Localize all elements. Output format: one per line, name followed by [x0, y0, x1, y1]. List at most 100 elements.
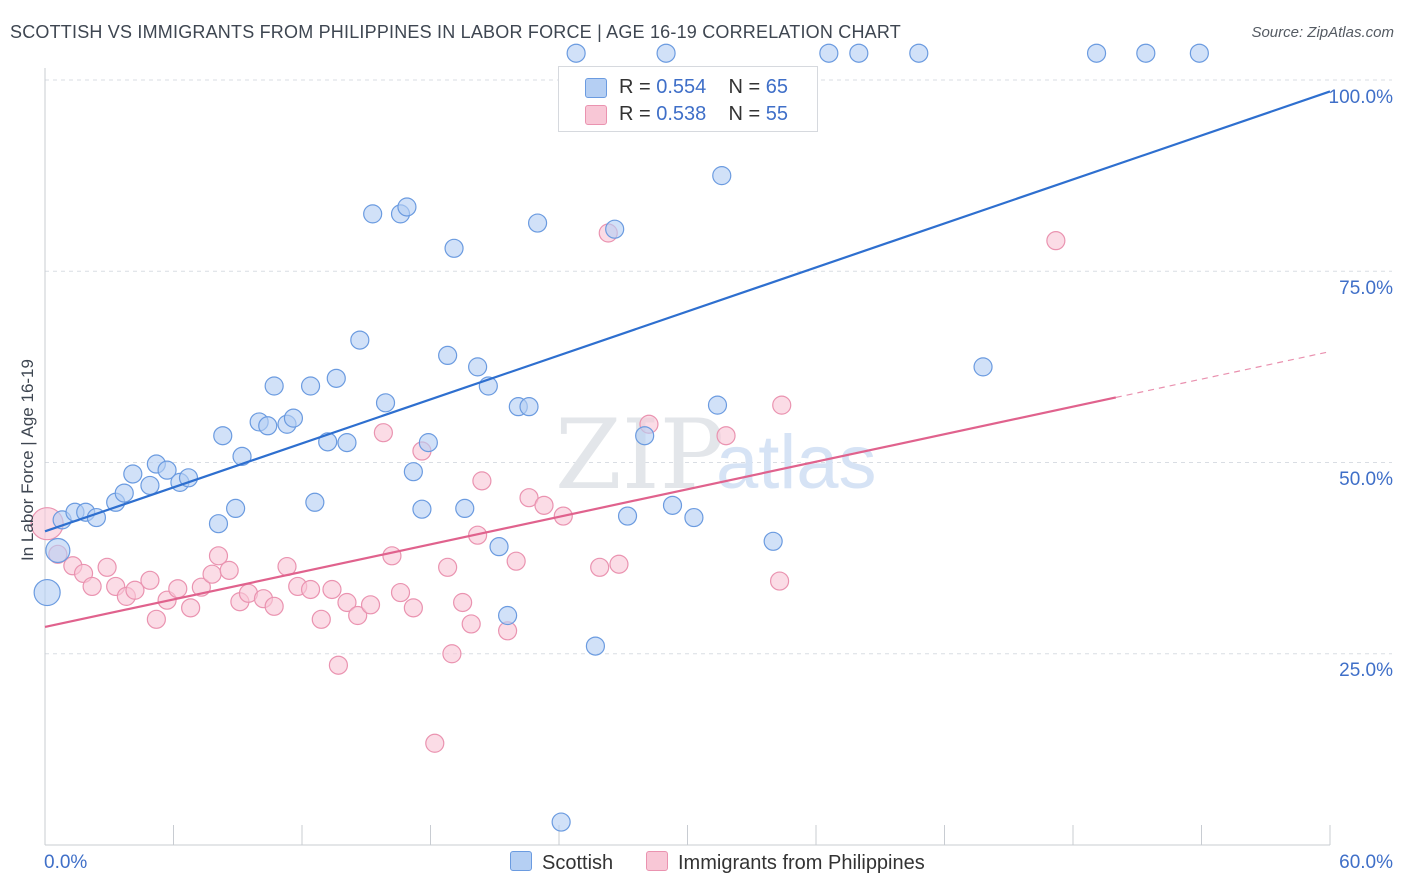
y-tick-label-25: 25.0%: [1339, 660, 1393, 681]
point-scottish-25: [318, 432, 338, 452]
point-philippines-24: [300, 579, 321, 600]
point-philippines-25: [311, 609, 331, 629]
point-scottish-9: [140, 475, 160, 496]
series-scottish-points: [33, 43, 1209, 832]
point-scottish-46: [551, 812, 571, 832]
point-philippines-33: [390, 582, 411, 603]
point-scottish-14: [208, 514, 229, 534]
legend-n-value: 55: [765, 103, 789, 125]
legend-swatch-pink: [585, 105, 607, 125]
point-philippines-44: [506, 551, 526, 571]
point-scottish-37: [444, 238, 464, 258]
point-scottish-11: [157, 460, 177, 480]
point-scottish-58: [819, 43, 839, 63]
point-scottish-52: [656, 43, 676, 63]
point-scottish-51: [635, 426, 655, 446]
point-philippines-46: [534, 495, 554, 515]
point-scottish-55: [707, 395, 728, 415]
point-scottish-24: [305, 492, 325, 512]
point-scottish-15: [213, 426, 233, 446]
point-philippines-34: [403, 598, 423, 618]
y-axis-label: In Labor Force | Age 16-19: [18, 359, 37, 561]
point-scottish-64: [1189, 43, 1209, 63]
point-scottish-38: [455, 498, 475, 518]
point-scottish-13: [178, 468, 199, 488]
legend-swatch-blue: [585, 78, 607, 98]
point-philippines-32: [382, 546, 402, 566]
watermark-zip: ZIP: [555, 399, 724, 511]
legend-n-label: N =: [728, 76, 766, 98]
legend-text-scottish: R = 0.554 N = 65: [619, 76, 788, 99]
trend-lines: [44, 90, 1331, 629]
point-scottish-63: [1136, 43, 1156, 63]
point-scottish-19: [258, 416, 278, 436]
series-immigrants-from-philippines-points: [30, 223, 1066, 753]
bottom-legend-scottish: Scottish: [510, 851, 613, 879]
bottom-legend-philippines: Immigrants from Philippines: [646, 851, 925, 879]
point-scottish-56: [712, 166, 732, 186]
point-philippines-36: [425, 733, 445, 753]
point-philippines-54: [772, 395, 792, 415]
point-philippines-8: [125, 580, 145, 600]
point-scottish-53: [662, 495, 683, 515]
point-scottish-45: [527, 213, 548, 233]
point-philippines-27: [328, 655, 349, 675]
bottom-legend-swatch-pink: [646, 851, 668, 871]
trend-line-scottish: [44, 90, 1331, 533]
legend-r-value: 0.554: [656, 76, 707, 98]
point-philippines-39: [453, 592, 473, 613]
point-scottish-28: [350, 330, 370, 350]
trend-line-philippines-extension: [1115, 350, 1331, 399]
point-scottish-17: [232, 446, 252, 466]
point-scottish-36: [438, 345, 458, 365]
point-scottish-54: [684, 507, 704, 528]
bottom-legend-swatch-blue: [510, 851, 532, 871]
watermark-atlas: atlas: [716, 420, 877, 505]
point-scottish-48: [585, 636, 606, 656]
legend-r-value: 0.538: [656, 103, 707, 125]
point-philippines-17: [219, 560, 239, 580]
correlation-legend: R = 0.554 N = 65 R = 0.538 N = 55: [558, 66, 818, 132]
bottom-legend-label-scottish: Scottish: [542, 852, 614, 874]
point-philippines-21: [264, 596, 284, 616]
point-philippines-31: [373, 423, 393, 443]
trend-line-philippines: [44, 396, 1117, 629]
point-scottish-34: [412, 499, 432, 519]
point-philippines-53: [769, 571, 790, 591]
legend-n-label: N =: [728, 103, 766, 125]
point-scottish-42: [498, 605, 518, 626]
point-philippines-9: [140, 570, 160, 590]
point-philippines-5: [97, 557, 117, 577]
point-scottish-50: [617, 506, 638, 526]
point-scottish-60: [909, 43, 929, 63]
point-scottish-59: [849, 43, 869, 63]
point-scottish-41: [489, 537, 509, 557]
point-scottish-30: [375, 393, 396, 413]
point-scottish-47: [566, 43, 586, 63]
point-philippines-45: [519, 488, 539, 508]
point-philippines-37: [438, 557, 458, 577]
gridlines: [45, 79, 1392, 655]
point-philippines-15: [202, 564, 222, 584]
point-scottish-1: [45, 537, 71, 564]
x-tick-label-0: 0.0%: [44, 852, 88, 873]
point-philippines-40: [461, 614, 481, 634]
legend-row-philippines: R = 0.538 N = 55: [559, 100, 817, 130]
legend-text-philippines: R = 0.538 N = 55: [619, 103, 788, 126]
point-scottish-61: [973, 357, 993, 377]
point-philippines-28: [337, 592, 357, 613]
chart-title: SCOTTISH VS IMMIGRANTS FROM PHILIPPINES …: [10, 22, 901, 42]
y-tick-label-50: 50.0%: [1339, 469, 1393, 490]
source-label: Source: ZipAtlas.com: [1251, 24, 1394, 41]
point-philippines-48: [590, 557, 610, 577]
point-scottish-22: [283, 408, 304, 428]
point-scottish-23: [300, 376, 321, 396]
point-scottish-7: [114, 483, 134, 503]
point-scottish-26: [326, 368, 346, 388]
bottom-legend-label-philippines: Immigrants from Philippines: [678, 852, 925, 874]
legend-n-value: 65: [765, 76, 789, 98]
point-scottish-16: [226, 498, 246, 518]
point-scottish-49: [605, 219, 625, 239]
point-scottish-33: [403, 462, 423, 482]
legend-row-scottish: R = 0.554 N = 65: [559, 73, 817, 103]
